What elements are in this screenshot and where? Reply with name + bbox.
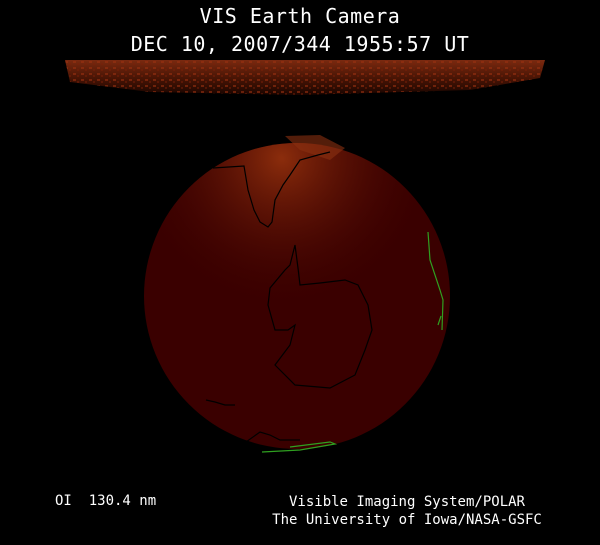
airglow-limb-band xyxy=(65,60,545,95)
wavelength-label: OI 130.4 nm xyxy=(55,493,157,509)
coastlines xyxy=(205,151,444,453)
antarctica-coast xyxy=(267,244,373,389)
image-timestamp: DEC 10, 2007/344 1955:57 UT xyxy=(130,32,470,56)
africa-coast xyxy=(245,431,300,443)
earth-disk xyxy=(144,135,450,449)
island-coast xyxy=(205,399,235,406)
credits: Visible Imaging System/POLAR The Univers… xyxy=(252,493,562,529)
africa-coast-day xyxy=(261,441,338,453)
instrument-label: Visible Imaging System/POLAR xyxy=(288,494,525,510)
australia-coast xyxy=(427,231,444,331)
image-title: VIS Earth Camera xyxy=(199,4,401,28)
south-america-coast xyxy=(212,151,331,228)
institution-label: The University of Iowa/NASA-GSFC xyxy=(272,512,542,528)
